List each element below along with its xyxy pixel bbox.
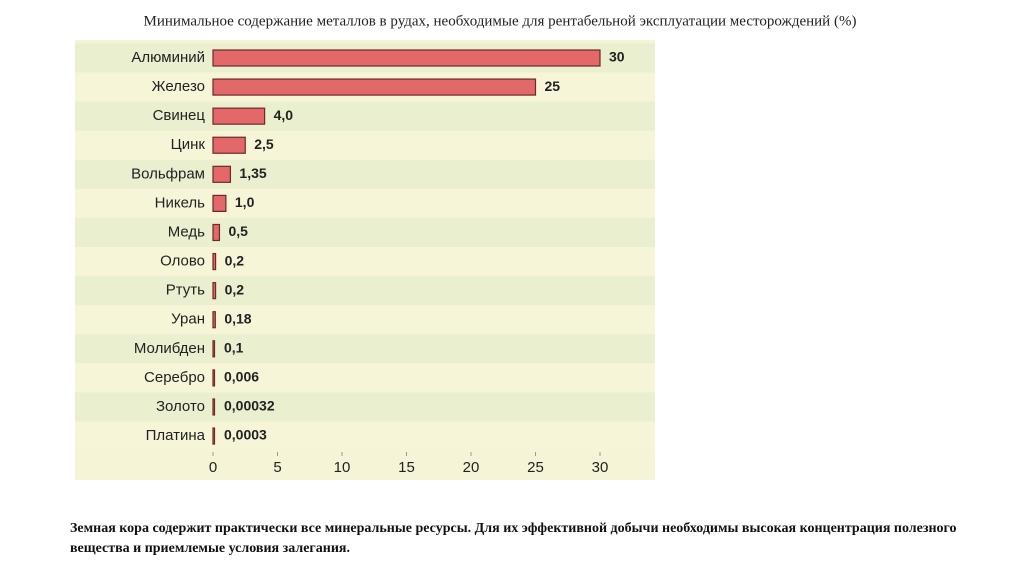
bar (212, 252, 217, 271)
row-stripe (75, 421, 655, 451)
bar (212, 78, 537, 96)
category-label: Золото (156, 398, 205, 415)
bar (212, 194, 227, 212)
stripes (75, 43, 655, 451)
row-stripe (75, 247, 655, 277)
row-stripe (75, 305, 655, 335)
x-tick-label: 30 (592, 459, 609, 476)
row-stripe (75, 188, 655, 218)
row-stripe (75, 392, 655, 422)
chart: Минимальное содержание металлов в рудах,… (75, 13, 857, 480)
category-label: Никель (155, 194, 206, 211)
x-tick-label: 15 (398, 459, 415, 476)
category-label: Медь (168, 223, 205, 240)
x-tick-label: 10 (334, 459, 351, 476)
value-label: 0,5 (228, 223, 248, 239)
x-tick-label: 25 (527, 459, 544, 476)
row-stripe (75, 130, 655, 160)
x-tick-label: 5 (273, 459, 281, 476)
value-label: 25 (545, 78, 561, 94)
bar (212, 427, 216, 445)
row-stripe (75, 159, 655, 189)
row-stripe (75, 276, 655, 306)
x-tick-label: 0 (209, 459, 217, 476)
category-label: Ртуть (166, 282, 205, 299)
category-label: Платина (146, 427, 206, 444)
chart-title: Минимальное содержание металлов в рудах,… (144, 13, 857, 29)
bar (212, 223, 221, 242)
bar (212, 49, 601, 67)
value-label: 0,006 (224, 369, 259, 385)
x-tick-label: 20 (463, 459, 480, 476)
value-label: 0,2 (225, 252, 245, 268)
category-label: Молибден (134, 340, 205, 357)
row-stripe (75, 363, 655, 393)
category-label: Уран (171, 311, 205, 328)
value-label: 0,0003 (224, 427, 267, 443)
category-label: Цинк (171, 136, 206, 153)
category-label: Железо (152, 78, 205, 95)
category-label: Вольфрам (131, 165, 205, 182)
row-stripe (75, 217, 655, 248)
bar (212, 282, 217, 300)
row-stripe (75, 334, 655, 364)
category-label: Серебро (144, 369, 205, 386)
bar (212, 369, 216, 387)
category-label: Олово (160, 253, 205, 270)
value-label: 1,35 (239, 165, 266, 181)
value-label: 0,2 (225, 281, 245, 297)
value-label: 1,0 (235, 194, 255, 210)
value-label: 0,18 (224, 310, 251, 326)
category-label: Свинец (153, 107, 206, 124)
category-label: Алюминий (131, 49, 205, 66)
value-label: 0,00032 (224, 398, 275, 414)
bar (212, 136, 246, 154)
value-label: 30 (609, 49, 625, 65)
bar (212, 398, 216, 416)
bar (212, 107, 266, 125)
value-label: 4,0 (274, 107, 294, 123)
caption: Земная кора содержит практически все мин… (70, 521, 957, 556)
row-stripe (75, 101, 655, 131)
bar (212, 311, 216, 329)
bar (212, 165, 232, 183)
bar (212, 340, 216, 358)
value-label: 0,1 (224, 340, 244, 356)
value-label: 2,5 (254, 136, 274, 152)
